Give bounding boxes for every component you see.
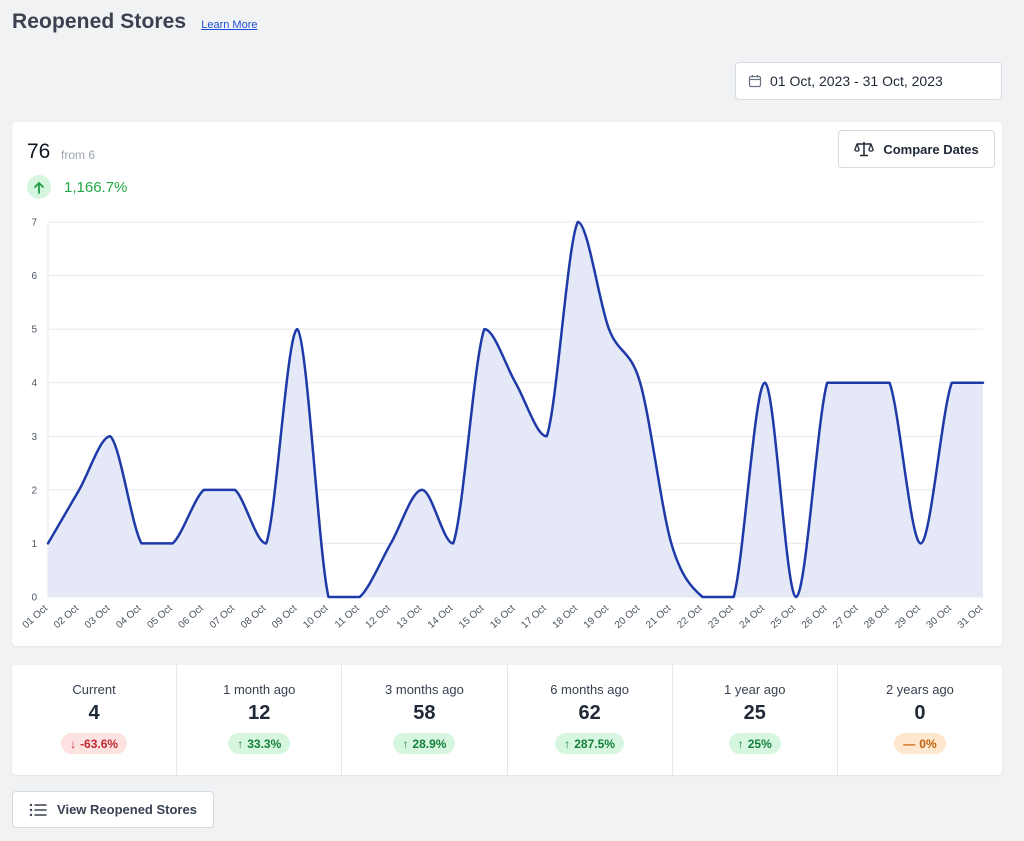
x-tick-label: 18 Oct [551,603,580,631]
summary-change-badge: ↑ 25% [728,733,781,754]
x-tick-label: 10 Oct [301,603,330,631]
summary-value: 25 [743,702,766,724]
x-tick-label: 06 Oct [177,603,206,631]
x-tick-label: 31 Oct [956,603,985,631]
arrow-down-icon: ↓ [70,736,77,751]
summary-change-badge: ↑ 287.5% [555,733,624,754]
x-tick-label: 13 Oct [395,603,424,631]
x-tick-label: 28 Oct [862,603,891,631]
date-range-label: 01 Oct, 2023 - 31 Oct, 2023 [770,73,943,89]
summary-change: 28.9% [412,736,447,751]
header: Reopened Stores Learn More [12,10,257,34]
y-tick-label: 4 [31,378,37,389]
learn-more-link[interactable]: Learn More [201,19,258,31]
summary-col: 6 months ago 62 ↑ 287.5% [508,665,673,775]
compare-dates-button[interactable]: Compare Dates [838,130,995,168]
y-tick-label: 5 [31,325,37,336]
previous-value: from 6 [61,148,96,162]
summary-change: 25% [747,736,772,751]
y-tick-label: 1 [31,539,37,550]
summary-label: 6 months ago [550,682,629,697]
x-tick-label: 16 Oct [488,603,517,631]
summary-label: 3 months ago [385,682,464,697]
x-tick-label: 04 Oct [114,603,143,631]
y-tick-label: 2 [31,485,37,496]
x-tick-label: 25 Oct [769,603,798,631]
y-tick-label: 7 [31,218,37,229]
x-tick-label: 27 Oct [831,603,860,631]
x-tick-label: 12 Oct [364,603,393,631]
arrow-up-icon: ↑ [402,736,409,751]
view-reopened-stores-label: View Reopened Stores [57,802,197,817]
summary-value: 58 [413,702,436,724]
summary-change: 0% [919,736,937,751]
x-tick-label: 14 Oct [426,603,455,631]
summary-value: 4 [88,702,100,724]
x-tick-label: 11 Oct [333,603,362,631]
date-range-picker[interactable]: 01 Oct, 2023 - 31 Oct, 2023 [735,62,1002,100]
change-indicator: 1,166.7% [27,175,127,199]
summary-change: 287.5% [574,736,615,751]
x-tick-label: 19 Oct [582,603,611,631]
change-percent: 1,166.7% [64,178,128,196]
x-tick-label: 21 Oct [644,603,673,631]
summary-col: Current 4 ↓ -63.6% [12,665,178,775]
view-reopened-stores-button[interactable]: View Reopened Stores [12,791,214,828]
reopened-stores-chart: 0 1 2 3 4 5 6 7 01 Oct 02 Oct 03 Oct 04 Oct 05 Oct 06… [21,218,985,631]
dash-icon: — [903,736,916,751]
summary-value: 0 [914,702,926,724]
arrow-up-icon: ↑ [737,736,744,751]
summary-change-badge: ↑ 33.3% [228,733,291,754]
summary-value: 62 [578,702,601,724]
y-tick-label: 0 [31,593,37,604]
period-summary: Current 4 ↓ -63.6% 1 month ago 12 ↑ 33.3% … [12,665,1002,775]
arrow-up-icon: ↑ [237,736,244,751]
series-line [46,220,985,599]
x-tick-label: 26 Oct [800,603,829,631]
summary-label: 1 month ago [223,682,296,697]
summary-change-badge: ↑ 28.9% [393,733,456,754]
y-tick-label: 3 [31,432,37,443]
summary-change: 33.3% [247,736,282,751]
x-tick-label: 22 Oct [675,603,704,631]
x-tick-label: 24 Oct [738,603,767,631]
page-title: Reopened Stores [12,10,187,33]
summary-change-badge: —0% [894,733,946,754]
x-tick-label: 03 Oct [83,603,112,631]
x-tick-label: 01 Oct [21,603,50,631]
summary-col: 3 months ago 58 ↑ 28.9% [342,665,508,775]
x-tick-label: 17 Oct [519,603,548,631]
summary-col: 1 year ago 25 ↑ 25% [673,665,838,775]
summary-label: 2 years ago [885,682,954,697]
summary-col: 2 years ago 0 —0% [838,665,1002,775]
summary-label: Current [72,682,116,697]
x-tick-label: 15 Oct [457,603,486,631]
x-tick-label: 08 Oct [239,603,268,631]
arrow-up-icon [27,175,51,199]
total-value: 76 [27,140,51,163]
x-tick-label: 07 Oct [208,603,237,631]
arrow-up-icon: ↑ [564,736,571,751]
x-tick-label: 02 Oct [52,603,81,631]
x-tick-label: 23 Oct [706,603,735,631]
chart-card: 76 from 6 1,166.7% Compare Dates 0 1 2 3 4 5 6… [12,122,1002,646]
list-icon [29,803,47,816]
summary-label: 1 year ago [724,682,786,697]
x-tick-label: 29 Oct [893,603,922,631]
scale-icon [854,142,875,157]
x-tick-label: 20 Oct [613,603,642,631]
summary-change-badge: ↓ -63.6% [61,733,128,754]
compare-dates-label: Compare Dates [883,141,979,157]
calendar-icon [748,75,762,88]
x-tick-label: 09 Oct [270,603,299,631]
summary-value: 12 [248,702,271,724]
x-tick-label: 30 Oct [925,603,954,631]
y-tick-label: 6 [31,271,37,282]
x-tick-label: 05 Oct [145,603,174,631]
summary-change: -63.6% [80,736,119,751]
series-area [48,222,983,597]
summary-col: 1 month ago 12 ↑ 33.3% [177,665,343,775]
